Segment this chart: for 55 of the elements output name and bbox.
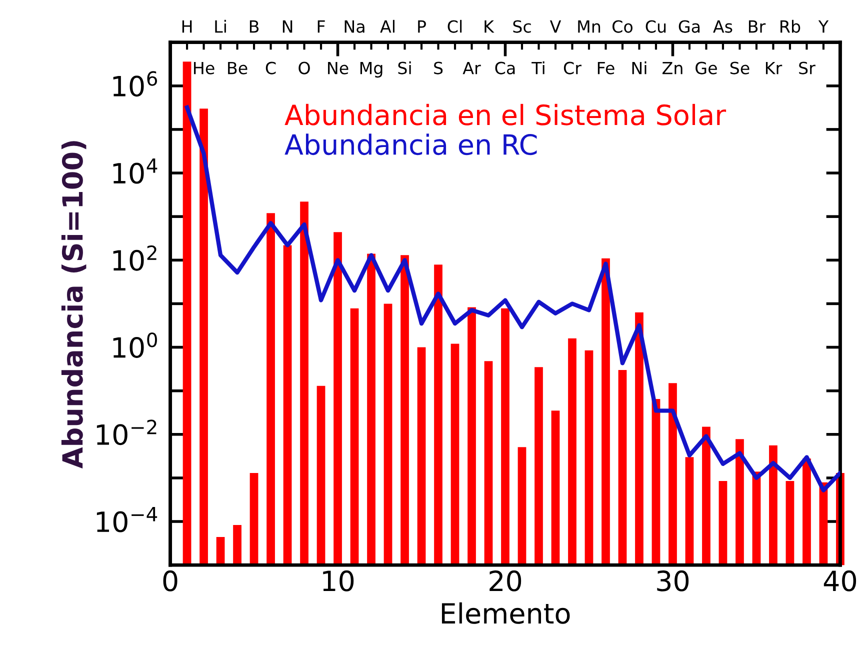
annotation: Sc: [513, 20, 531, 33]
annotation: Ar: [462, 62, 481, 74]
annotation: H: [182, 20, 192, 33]
annotation: Y: [818, 20, 829, 33]
annotation: Ne: [328, 62, 348, 74]
annotation: Sr: [799, 62, 816, 74]
annotation: Ni: [632, 61, 646, 74]
annotation: Rb: [780, 20, 800, 33]
line-series: [184, 105, 840, 492]
y-tick-label: 10$^{−2}$: [96, 420, 156, 446]
annotation: Mg: [360, 62, 382, 78]
annotation: S: [434, 62, 443, 74]
text: Abundancia en RC: [284, 134, 537, 156]
annotation: Cl: [448, 20, 462, 33]
annotation: Si: [398, 61, 411, 74]
x-tick-label: 0: [163, 570, 178, 592]
x-tick-label: 20: [490, 570, 522, 592]
annotation: B: [250, 20, 259, 33]
annotation: Mn: [578, 20, 600, 33]
annotation: Zn: [662, 62, 682, 74]
annotation: V: [550, 20, 562, 33]
y-tick-label: 10$^{6}$: [113, 71, 158, 97]
annotation: Se: [730, 62, 750, 74]
annotation: He: [194, 62, 214, 74]
annotation: N: [282, 20, 292, 33]
y-tick-label: 10$^{2}$: [113, 245, 156, 271]
annotation: Cr: [564, 62, 582, 74]
annotation: K: [484, 20, 494, 33]
annotation: Ti: [532, 61, 544, 74]
x-tick-label: 40: [824, 570, 856, 592]
annotation: O: [298, 62, 310, 74]
annotation: Ga: [678, 20, 700, 33]
annotation: Co: [612, 20, 632, 33]
annotation: Li: [215, 20, 226, 33]
annotation: C: [266, 62, 276, 74]
annotation: F: [318, 20, 325, 33]
y-axis-title: Abundancia (Si=100): [61, 141, 86, 469]
y-tick-label: 10$^{−4}$: [96, 507, 158, 532]
x-axis-title: Elemento: [442, 602, 570, 624]
annotation: Be: [228, 62, 248, 74]
annotation: Ca: [495, 62, 515, 74]
annotation: As: [713, 20, 732, 33]
annotation: Fe: [598, 62, 614, 74]
annotation: Na: [344, 20, 364, 33]
x-tick-label: 30: [657, 570, 689, 592]
annotation: Cu: [646, 20, 666, 33]
annotation: P: [418, 20, 426, 33]
y-tick-label: 10$^{4}$: [113, 158, 158, 184]
text: Abundancia en el Sistema Solar: [284, 104, 726, 126]
annotation: Kr: [766, 62, 782, 74]
y-tick-label: 10$^{0}$: [113, 332, 157, 358]
annotation: Ge: [696, 62, 717, 74]
x-tick-label: 10: [323, 570, 354, 592]
annotation: Br: [748, 20, 766, 33]
annotation: Al: [380, 20, 394, 33]
